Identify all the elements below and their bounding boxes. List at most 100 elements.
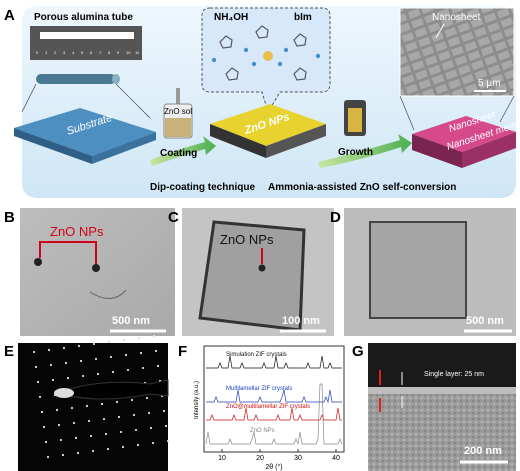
ruler-number: 7 (99, 50, 102, 55)
ammonia-molecule (211, 57, 217, 63)
text: NH₄OH (214, 12, 248, 23)
membrane-side (462, 132, 516, 168)
diffraction-spot (46, 455, 50, 459)
diffraction-spot (119, 430, 123, 434)
trace-label: Simulation ZIF crystals (226, 352, 287, 358)
ruler-number: 5 (81, 50, 84, 55)
diffraction-spot (139, 351, 143, 355)
diffraction-spot (79, 359, 83, 363)
diffraction-spot (117, 415, 121, 419)
substrate-side (14, 128, 92, 164)
zn-center (263, 51, 273, 61)
ammonia-molecule (243, 47, 249, 53)
diffraction-spot (137, 336, 141, 340)
text: 100 nm (282, 315, 320, 327)
diffraction-spot (164, 424, 168, 428)
diffraction-spot (156, 364, 160, 368)
diffraction-spot (115, 400, 119, 404)
central-beam (54, 388, 74, 398)
diffraction-spot (149, 426, 153, 430)
zoom-line (115, 83, 151, 119)
membrane-slab (412, 116, 516, 152)
diffraction-spot (66, 376, 70, 380)
diffraction-spot (59, 438, 63, 442)
zno-side (266, 124, 326, 158)
diffraction-spot (32, 350, 36, 354)
panel-label: E (4, 343, 14, 360)
panel-label: B (4, 209, 15, 226)
diffraction-spot (89, 434, 93, 438)
membrane-side (412, 134, 462, 168)
tube-photo (40, 32, 134, 39)
text: 5 μm (478, 78, 500, 89)
zoom-line (499, 95, 515, 123)
text: Dip-coating technique (150, 182, 255, 193)
diffraction-spot (87, 419, 91, 423)
zno-slab (210, 104, 326, 146)
panel-label: D (330, 209, 341, 226)
diffraction-spot (62, 346, 66, 350)
text: 500 nm (466, 315, 504, 327)
x-tick-label: 40 (332, 455, 340, 462)
diffraction-spot (134, 428, 138, 432)
diffraction-spot (51, 378, 55, 382)
text: Porous alumina tube (34, 12, 133, 23)
diffraction-spot (122, 338, 126, 342)
ruler-number: 9 (117, 50, 120, 55)
diffraction-spot (154, 349, 158, 353)
tube-drawing (36, 74, 116, 84)
panel-label: C (168, 209, 179, 226)
diffraction-spot (72, 421, 76, 425)
diffraction-spot (100, 402, 104, 406)
diffraction-spot (70, 406, 74, 410)
molecule (219, 35, 233, 49)
trace-label: Multilamellar ZIF crystals (226, 386, 292, 392)
nanoparticle (92, 264, 100, 272)
panel-label: G (352, 343, 364, 360)
zoom-line (399, 95, 415, 131)
diffraction-spot (96, 372, 100, 376)
sol (165, 118, 191, 137)
diffraction-spot (162, 409, 166, 413)
diffraction-spot (57, 423, 61, 427)
diffraction-spot (147, 411, 151, 415)
zno-side (210, 124, 266, 158)
ruler-number: 0 (36, 50, 39, 55)
xrd-trace (205, 383, 343, 446)
diffraction-spot (40, 410, 44, 414)
substrate-side (92, 132, 156, 164)
diffraction-spot (55, 408, 59, 412)
diffraction-spot (42, 425, 46, 429)
diffraction-spot (61, 453, 65, 457)
x-tick-label: 10 (218, 455, 226, 462)
x-tick-label: 30 (294, 455, 302, 462)
ruler-number: 11 (135, 50, 140, 55)
text: Single layer: 25 nm (424, 371, 484, 378)
pointer (435, 23, 445, 39)
ruler-number: 2 (54, 50, 57, 55)
diffraction-spot (106, 447, 110, 451)
beam-stop (59, 379, 169, 400)
diffraction-spot (121, 445, 125, 449)
ruler-number: 8 (108, 50, 111, 55)
text: Coating (160, 148, 197, 159)
diffraction-spot (130, 398, 134, 402)
x-tick-label: 20 (256, 455, 264, 462)
diffraction-spot (145, 396, 149, 400)
panel-label: A (4, 7, 15, 24)
crystal (369, 221, 467, 319)
trace-label: ZnO NPs (250, 428, 275, 434)
text: ZnO NPs (50, 224, 104, 239)
nanoparticle (34, 258, 42, 266)
diffraction-spot (49, 363, 53, 367)
diffraction-spot (126, 368, 130, 372)
tube-end (112, 74, 120, 84)
arrow (318, 134, 412, 168)
tem-image (20, 208, 175, 336)
particle-edge (89, 289, 127, 299)
axis-label: 2θ (°) (265, 463, 282, 471)
ruler-number: 10 (126, 50, 131, 55)
diffraction-spot (94, 357, 98, 361)
diffraction-spot (38, 395, 42, 399)
